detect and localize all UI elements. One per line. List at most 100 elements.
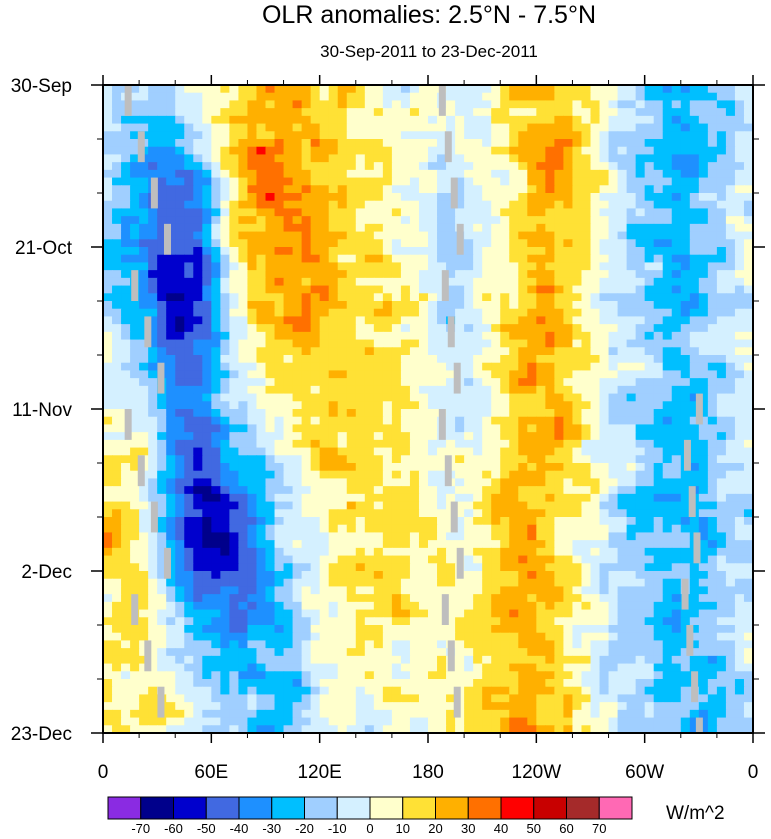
heatmap-cell xyxy=(662,324,673,333)
heatmap-cell xyxy=(590,424,601,433)
heatmap-cell xyxy=(725,601,736,611)
heatmap-cell xyxy=(157,146,167,156)
heatmap-cell xyxy=(103,185,113,194)
heatmap-cell xyxy=(139,393,149,402)
heatmap-cell xyxy=(635,455,646,464)
heatmap-cell xyxy=(211,347,221,356)
heatmap-cell xyxy=(734,362,745,372)
heatmap-cell xyxy=(319,439,330,449)
heatmap-cell xyxy=(626,540,637,549)
heatmap-cell xyxy=(265,432,276,441)
heatmap-cell xyxy=(653,131,664,140)
heatmap-cell xyxy=(563,270,574,279)
heatmap-cell xyxy=(680,571,691,580)
heatmap-cell xyxy=(328,169,339,179)
heatmap-cell xyxy=(148,293,158,302)
heatmap-cell xyxy=(491,455,501,464)
heatmap-cell xyxy=(418,331,429,341)
heatmap-cell xyxy=(103,439,113,449)
heatmap-cell xyxy=(346,239,357,248)
heatmap-cell xyxy=(500,555,510,564)
heatmap-cell xyxy=(130,139,140,148)
heatmap-cell xyxy=(671,169,682,179)
heatmap-cell xyxy=(247,108,258,117)
heatmap-cell xyxy=(545,424,555,433)
heatmap-cell xyxy=(382,223,393,233)
heatmap-cell xyxy=(238,146,249,156)
heatmap-cell xyxy=(292,517,303,526)
heatmap-cell xyxy=(734,347,745,356)
heatmap-cell xyxy=(139,262,149,271)
heatmap-cell xyxy=(626,563,637,572)
heatmap-cell xyxy=(581,308,592,318)
heatmap-cell xyxy=(689,347,700,356)
heatmap-cell xyxy=(743,493,753,503)
heatmap-cell xyxy=(590,486,601,495)
heatmap-cell xyxy=(455,424,465,433)
heatmap-cell xyxy=(491,301,501,310)
heatmap-cell xyxy=(256,146,267,156)
heatmap-cell xyxy=(500,571,510,580)
heatmap-cell xyxy=(680,139,691,148)
heatmap-cell xyxy=(500,293,510,302)
heatmap-cell xyxy=(121,146,131,156)
heatmap-cell xyxy=(662,578,673,588)
heatmap-cell xyxy=(130,193,140,202)
heatmap-cell xyxy=(184,277,194,287)
heatmap-cell xyxy=(626,193,637,202)
heatmap-cell xyxy=(283,270,294,279)
heatmap-cell xyxy=(671,285,682,294)
heatmap-cell xyxy=(292,571,303,580)
heatmap-cell xyxy=(400,239,411,248)
heatmap-cell xyxy=(382,586,393,595)
heatmap-cell xyxy=(671,162,682,171)
heatmap-cell xyxy=(716,115,727,125)
heatmap-cell xyxy=(373,277,384,287)
heatmap-cell xyxy=(328,185,339,194)
heatmap-cell xyxy=(148,262,158,271)
heatmap-cell xyxy=(689,447,700,456)
heatmap-cell xyxy=(121,532,131,541)
heatmap-cell xyxy=(400,486,411,495)
heatmap-cell xyxy=(491,370,501,379)
heatmap-cell xyxy=(518,339,528,348)
heatmap-cell xyxy=(509,254,519,264)
heatmap-cell xyxy=(581,401,592,410)
heatmap-cell xyxy=(328,301,339,310)
heatmap-cell xyxy=(464,339,474,348)
heatmap-cell xyxy=(689,223,700,233)
heatmap-cell xyxy=(500,247,510,256)
heatmap-cell xyxy=(446,571,456,580)
heatmap-cell xyxy=(599,509,610,518)
heatmap-cell xyxy=(166,208,176,217)
heatmap-cell xyxy=(193,617,203,626)
heatmap-cell xyxy=(725,277,736,287)
heatmap-cell xyxy=(590,586,601,595)
heatmap-cell xyxy=(707,254,718,264)
heatmap-cell xyxy=(328,262,339,271)
heatmap-cell xyxy=(373,594,384,603)
heatmap-cell xyxy=(554,362,565,372)
heatmap-cell xyxy=(716,393,727,402)
heatmap-cell xyxy=(554,439,565,449)
heatmap-cell xyxy=(139,509,149,518)
heatmap-cell xyxy=(536,463,546,472)
heatmap-cell xyxy=(148,355,158,364)
heatmap-cell xyxy=(536,293,546,302)
heatmap-cell xyxy=(599,563,610,572)
heatmap-cell xyxy=(518,547,528,557)
heatmap-cell xyxy=(626,378,637,387)
heatmap-cell xyxy=(283,571,294,580)
heatmap-cell xyxy=(238,586,249,595)
heatmap-cell xyxy=(130,324,140,333)
heatmap-cell xyxy=(662,193,673,202)
heatmap-cell xyxy=(283,378,294,387)
heatmap-cell xyxy=(635,486,646,495)
heatmap-cell xyxy=(626,486,637,495)
heatmap-cell xyxy=(437,123,447,132)
heatmap-cell xyxy=(725,517,736,526)
heatmap-cell xyxy=(482,247,492,256)
heatmap-cell xyxy=(274,617,285,626)
heatmap-cell xyxy=(725,108,736,117)
heatmap-cell xyxy=(635,239,646,248)
